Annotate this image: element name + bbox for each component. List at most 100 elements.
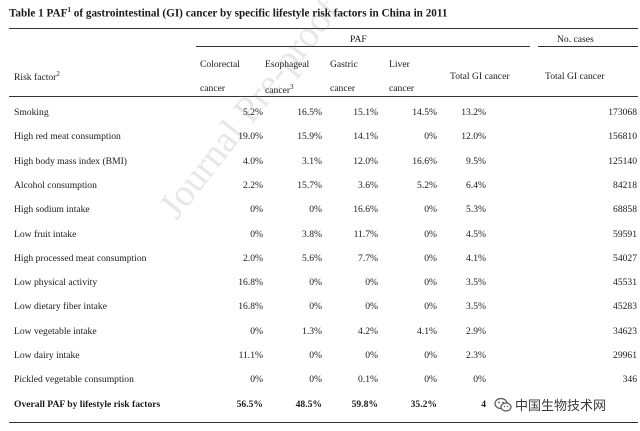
cases-group-header: No. cases (557, 34, 594, 45)
row-label: High processed meat consumption (14, 253, 147, 264)
cell-liver: 5.2% (417, 180, 437, 191)
cell-colorectal: 0% (250, 374, 263, 385)
cell-total: 4 (481, 399, 486, 410)
cell-colorectal: 2.2% (243, 180, 263, 191)
cell-total: 4.5% (466, 229, 486, 240)
header-bottom-rule (9, 96, 638, 97)
cell-total: 2.9% (466, 326, 486, 337)
cell-total: 9.5% (466, 156, 486, 167)
cell-cases: 29961 (613, 350, 637, 361)
paf-group-rule (196, 46, 530, 47)
cell-gastric: 7.7% (358, 253, 378, 264)
cell-cases: 156810 (608, 131, 637, 142)
cell-esophageal: 3.8% (302, 229, 322, 240)
total-gi-cases-header: Total GI cancer (545, 71, 605, 82)
cell-total: 13.2% (461, 107, 486, 118)
cell-total: 3.5% (466, 301, 486, 312)
cell-liver: 0% (424, 374, 437, 385)
brand-name: 中国生物技术网 (515, 399, 607, 414)
row-label: Low dairy intake (14, 350, 80, 361)
cell-colorectal: 2.0% (243, 253, 263, 264)
cell-liver: 0% (424, 253, 437, 264)
colorectal-header-line2: cancer (200, 83, 226, 94)
cell-total: 12.0% (461, 131, 486, 142)
cell-colorectal: 16.8% (238, 301, 263, 312)
esophageal-header-line2: cancer3 (265, 83, 294, 97)
cell-esophageal: 3.1% (302, 156, 322, 167)
cell-liver: 4.1% (417, 326, 437, 337)
cell-esophageal: 16.5% (297, 107, 322, 118)
row-label: Low dietary fiber intake (14, 301, 107, 312)
cell-colorectal: 0% (250, 204, 263, 215)
cell-esophageal: 15.9% (297, 131, 322, 142)
row-label: High red meat consumption (14, 131, 121, 142)
cell-colorectal: 4.0% (243, 156, 263, 167)
liver-header-line1: Liver (389, 59, 410, 70)
cell-liver: 35.2% (410, 399, 437, 410)
cell-total: 0% (473, 374, 486, 385)
cell-gastric: 12.0% (353, 156, 378, 167)
row-label: High body mass index (BMI) (14, 156, 127, 167)
cell-esophageal: 5.6% (302, 253, 322, 264)
row-label: High sodium intake (14, 204, 90, 215)
cell-total: 3.5% (466, 277, 486, 288)
row-label: Pickled vegetable consumption (14, 374, 134, 385)
cell-gastric: 0% (365, 301, 378, 312)
cell-liver: 0% (424, 131, 437, 142)
row-label: Low vegetable intake (14, 326, 97, 337)
cell-colorectal: 5.2% (243, 107, 263, 118)
cell-liver: 0% (424, 204, 437, 215)
cell-cases: 34623 (613, 326, 637, 337)
cell-gastric: 16.6% (353, 204, 378, 215)
cell-esophageal: 0% (309, 374, 322, 385)
cell-cases: 54027 (613, 253, 637, 264)
brand-logo: 中国生物技术网 (494, 395, 606, 414)
cell-gastric: 0.1% (358, 374, 378, 385)
table-top-rule (9, 28, 638, 29)
gastric-header-line1: Gastric (330, 59, 358, 70)
cell-total: 2.3% (466, 350, 486, 361)
cell-gastric: 4.2% (358, 326, 378, 337)
table-bottom-rule (9, 422, 638, 423)
cell-colorectal: 56.5% (236, 399, 263, 410)
cell-esophageal: 0% (309, 301, 322, 312)
cell-liver: 0% (424, 229, 437, 240)
cell-gastric: 0% (365, 277, 378, 288)
cell-cases: 59591 (613, 229, 637, 240)
cell-esophageal: 0% (309, 277, 322, 288)
cell-colorectal: 0% (250, 326, 263, 337)
cell-colorectal: 11.1% (238, 350, 263, 361)
cell-cases: 45531 (613, 277, 637, 288)
cell-total: 5.3% (466, 204, 486, 215)
cell-gastric: 3.6% (358, 180, 378, 191)
cell-gastric: 11.7% (353, 229, 378, 240)
cases-group-rule (538, 46, 638, 47)
paf-group-header: PAF (350, 34, 367, 45)
cell-gastric: 0% (365, 350, 378, 361)
total-gi-paf-header: Total GI cancer (450, 71, 510, 82)
cell-cases: 84218 (613, 180, 637, 191)
cell-colorectal: 19.0% (238, 131, 263, 142)
row-label: Low physical activity (14, 277, 98, 288)
liver-header-line2: cancer (389, 83, 415, 94)
cell-colorectal: 16.8% (238, 277, 263, 288)
cell-esophageal: 0% (309, 204, 322, 215)
cell-liver: 14.5% (412, 107, 437, 118)
cell-colorectal: 0% (250, 229, 263, 240)
cell-total: 4.1% (466, 253, 486, 264)
cell-liver: 0% (424, 277, 437, 288)
colorectal-header-line1: Colorectal (200, 59, 240, 70)
cell-gastric: 59.8% (351, 399, 378, 410)
row-label: Alcohol consumption (14, 180, 97, 191)
cell-esophageal: 0% (309, 350, 322, 361)
cell-liver: 0% (424, 301, 437, 312)
cell-esophageal: 15.7% (297, 180, 322, 191)
row-label: Smoking (14, 107, 49, 118)
wechat-icon (494, 397, 512, 412)
risk-factor-header: Risk factor2 (14, 70, 60, 84)
row-label: Low fruit intake (14, 229, 77, 240)
cell-esophageal: 48.5% (295, 399, 322, 410)
table-title: Table 1 PAF1 of gastrointestinal (GI) ca… (9, 6, 448, 20)
cell-cases: 346 (622, 374, 637, 385)
cell-total: 6.4% (466, 180, 486, 191)
